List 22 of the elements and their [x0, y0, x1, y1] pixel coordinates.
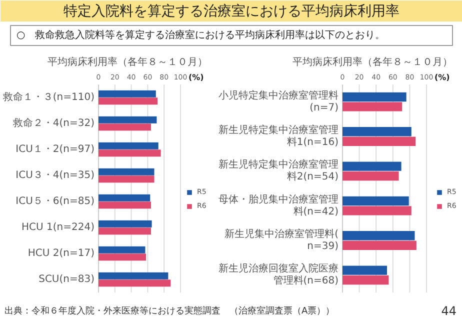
y-tick-label: ICU３・4(n=35)	[16, 170, 95, 181]
y-tick-label: 新生児治療回復室入院医療管理料(n=68)	[218, 262, 339, 287]
text: 44	[441, 304, 457, 318]
y-tick-label: HCU 2(n=17)	[28, 248, 95, 259]
y-tick-label: 母体・胎児集中治療室管理料(n=42)	[218, 193, 339, 218]
source-note: 出典：令和６年度入院・外来医療等における実態調査 （治療室調査票（A票））	[4, 306, 335, 316]
text: ○ 救命救急入院料等を算定する治療室における平均病床利用率は以下のとおり。	[16, 29, 386, 41]
y-tick-label: SCU(n=83)	[38, 274, 95, 285]
y-tick-label: ICU５・6(n=85)	[16, 196, 95, 207]
y-tick-label: 救命１・３(n=110)	[2, 91, 95, 103]
text: 特定入院料を算定する治療室における平均病床利用率	[64, 4, 400, 20]
y-tick-label: 新生児特定集中治療室管理料1(n=16)	[218, 124, 339, 148]
chart-title: 平均病床利用率（各年８～１０月）	[292, 56, 452, 68]
y-tick-label: HCU 1(n=224)	[22, 222, 95, 233]
y-tick-label: 新生児特定集中治療室管理料2(n=54)	[218, 158, 339, 183]
y-tick-label: 救命２・4(n=32)	[12, 117, 95, 129]
x-axis-title: (%)	[188, 73, 204, 82]
x-axis-title: (%)	[434, 73, 450, 82]
y-tick-label: 小児特定集中治療室管理料(n=7)	[218, 89, 339, 114]
y-tick-label: 新生児集中治療室管理料(n=39)	[224, 228, 339, 252]
chart-title: 平均病床利用率（各年８～１０月）	[48, 56, 208, 68]
y-tick-label: ICU１・2(n=97)	[16, 144, 95, 155]
